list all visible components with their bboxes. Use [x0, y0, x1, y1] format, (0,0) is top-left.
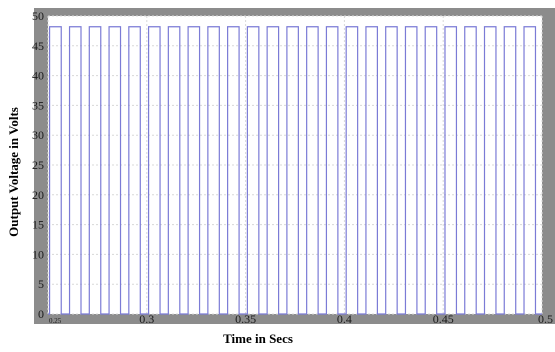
y-tick-label: 40 — [32, 69, 44, 83]
x-tick-label: 0.45 — [433, 312, 454, 326]
x-tick-label: 0.25 — [49, 317, 62, 325]
y-tick-label: 35 — [32, 98, 44, 112]
y-tick-label: 5 — [38, 277, 44, 291]
y-tick-label: 15 — [32, 218, 44, 232]
x-tick-label: 0.5 — [538, 312, 553, 326]
series-line-1 — [48, 26, 542, 315]
x-tick-label: 0.3 — [139, 312, 154, 326]
x-axis-label: Time in Secs — [223, 331, 293, 346]
y-tick-label: 30 — [32, 128, 44, 142]
series-layer — [48, 26, 542, 315]
y-tick-label: 20 — [32, 188, 44, 202]
tick-labels: 0 5 10 15 20 25 30 35 40 45 50 0.25 0.3 0.35 0.4 0.45 0.… — [32, 9, 553, 326]
y-axis-label: Output Voltage in Volts — [6, 107, 21, 237]
grid-lines — [47, 15, 543, 315]
plot-area — [48, 16, 542, 314]
y-tick-label: 45 — [32, 39, 44, 53]
y-tick-label: 0 — [38, 307, 44, 321]
y-tick-label: 10 — [32, 247, 44, 261]
y-tick-label: 50 — [32, 9, 44, 23]
x-tick-label: 0.35 — [235, 312, 256, 326]
y-tick-label: 25 — [32, 158, 44, 172]
x-tick-label: 0.4 — [337, 312, 352, 326]
